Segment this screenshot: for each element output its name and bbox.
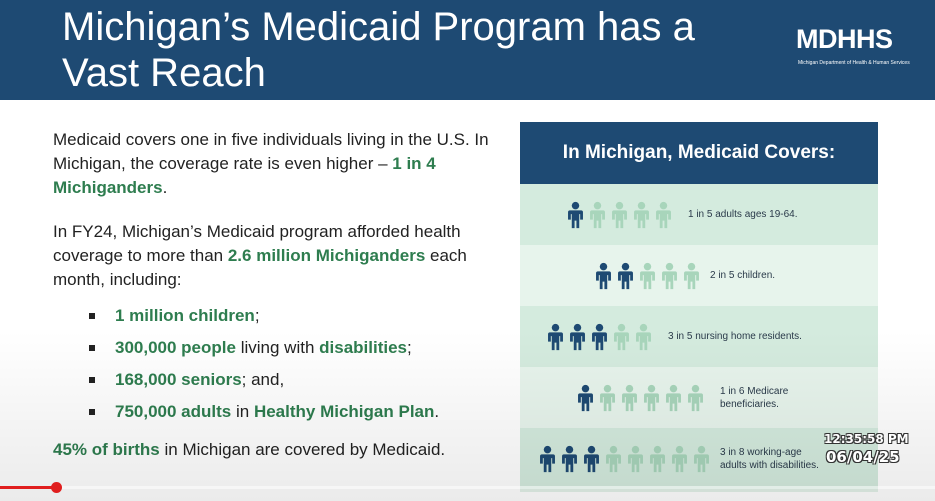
person-icon bbox=[622, 384, 637, 411]
bullet-text: ; and, bbox=[241, 370, 285, 389]
coverage-row-text: 2 in 5 children. bbox=[710, 270, 776, 281]
people-group bbox=[566, 201, 673, 229]
person-icon bbox=[570, 323, 585, 350]
births-paragraph: 45% of births in Michigan are covered by… bbox=[53, 438, 493, 462]
person-icon bbox=[600, 384, 615, 411]
person-icon bbox=[548, 323, 563, 350]
slide-header: Michigan’s Medicaid Program has a Vast R… bbox=[0, 0, 935, 100]
person-icon bbox=[634, 201, 649, 228]
coverage-infographic: In Michigan, Medicaid Covers: 1 in 5 adu… bbox=[520, 122, 878, 492]
intro-paragraph-2: In FY24, Michigan’s Medicaid program aff… bbox=[53, 220, 493, 292]
bullet-text: in bbox=[235, 402, 250, 421]
person-icon bbox=[650, 445, 665, 472]
mdhhs-logo: MDHHS Michigan Department of Health & Hu… bbox=[790, 22, 920, 74]
coverage-row: 1 in 6 Medicare beneficiaries. bbox=[520, 367, 878, 428]
coverage-row-text: 3 in 5 nursing home residents. bbox=[668, 331, 802, 342]
person-icon bbox=[562, 445, 577, 472]
coverage-row: 3 in 8 working-age adults with disabilit… bbox=[520, 428, 878, 489]
person-icon bbox=[568, 201, 583, 228]
logo-subtitle: Michigan Department of Health & Human Se… bbox=[798, 60, 910, 66]
people-group bbox=[576, 384, 705, 412]
person-icon bbox=[540, 445, 555, 472]
person-icon bbox=[672, 445, 687, 472]
coverage-bullet-list: 1 million children; 300,000 people livin… bbox=[53, 304, 493, 424]
bullet-highlight: 750,000 adults bbox=[115, 402, 232, 421]
person-icon bbox=[636, 323, 651, 350]
person-icon bbox=[688, 384, 703, 411]
people-group bbox=[594, 262, 701, 290]
video-scrubber-handle[interactable] bbox=[51, 482, 62, 493]
person-icon bbox=[628, 445, 643, 472]
bullet-highlight: 300,000 people bbox=[115, 338, 236, 357]
person-icon bbox=[592, 323, 607, 350]
people-group bbox=[546, 323, 653, 351]
person-icon bbox=[590, 201, 605, 228]
person-icon bbox=[656, 201, 671, 228]
slide-body-text: Medicaid covers one in five individuals … bbox=[53, 128, 493, 482]
bullet-item: 168,000 seniors; and, bbox=[89, 368, 493, 392]
intro-text: Medicaid covers one in five individuals … bbox=[53, 130, 489, 173]
intro-text-2: In FY24, Michigan’s Medicaid program aff… bbox=[53, 222, 461, 265]
coverage-row-text: 3 in 8 working-age adults with disabilit… bbox=[720, 446, 819, 471]
person-icon bbox=[694, 445, 709, 472]
video-progress-fill bbox=[0, 486, 56, 489]
logo-text: MDHHS bbox=[796, 24, 893, 54]
person-icon bbox=[612, 201, 627, 228]
person-icon bbox=[618, 262, 633, 289]
bullet-item: 750,000 adults in Healthy Michigan Plan. bbox=[89, 400, 493, 424]
bullet-text-2: ; bbox=[407, 338, 412, 357]
person-icon bbox=[596, 262, 611, 289]
video-progress-track[interactable] bbox=[0, 486, 935, 489]
person-icon bbox=[578, 384, 593, 411]
coverage-row: 1 in 5 adults ages 19-64. bbox=[520, 184, 878, 245]
timestamp-date: 06/04/25 bbox=[826, 448, 900, 466]
coverage-row: 3 in 5 nursing home residents. bbox=[520, 306, 878, 367]
people-group bbox=[538, 445, 711, 473]
infographic-rows: 1 in 5 adults ages 19-64. 2 in 5 childre… bbox=[520, 184, 878, 489]
bullet-text: ; bbox=[254, 306, 260, 325]
bullet-item: 300,000 people living with disabilities; bbox=[89, 336, 493, 360]
births-text: in Michigan are covered by Medicaid. bbox=[164, 440, 446, 459]
infographic-heading: In Michigan, Medicaid Covers: bbox=[520, 122, 878, 184]
coverage-row-text: 1 in 6 Medicare beneficiaries. bbox=[720, 385, 789, 410]
intro-text-3: each month, including: bbox=[53, 246, 467, 289]
timestamp-time: 12:35:58 PM bbox=[824, 432, 909, 446]
bullet-highlight: 1 million children bbox=[115, 306, 255, 325]
bullet-text-2: . bbox=[434, 402, 440, 421]
coverage-row: 2 in 5 children. bbox=[520, 245, 878, 306]
intro-period: . bbox=[162, 178, 168, 197]
person-icon bbox=[584, 445, 599, 472]
person-icon bbox=[662, 262, 677, 289]
person-icon bbox=[640, 262, 655, 289]
bullet-highlight: 168,000 seniors bbox=[115, 370, 242, 389]
person-icon bbox=[614, 323, 629, 350]
slide-title: Michigan’s Medicaid Program has a Vast R… bbox=[62, 5, 695, 95]
bullet-item: 1 million children; bbox=[89, 304, 493, 328]
person-icon bbox=[666, 384, 681, 411]
highlight-2-6-million: 2.6 million Michiganders bbox=[227, 246, 426, 265]
bullet-text: living with bbox=[240, 338, 315, 357]
person-icon bbox=[684, 262, 699, 289]
bullet-highlight-2: Healthy Michigan Plan bbox=[253, 402, 435, 421]
bullet-highlight-2: disabilities bbox=[319, 338, 408, 357]
person-icon bbox=[606, 445, 621, 472]
person-icon bbox=[644, 384, 659, 411]
highlight-1-in-4: 1 in 4 Michiganders bbox=[53, 154, 436, 197]
intro-paragraph-1: Medicaid covers one in five individuals … bbox=[53, 128, 493, 200]
births-highlight: 45% of births bbox=[53, 440, 160, 459]
coverage-row-text: 1 in 5 adults ages 19-64. bbox=[688, 209, 798, 220]
